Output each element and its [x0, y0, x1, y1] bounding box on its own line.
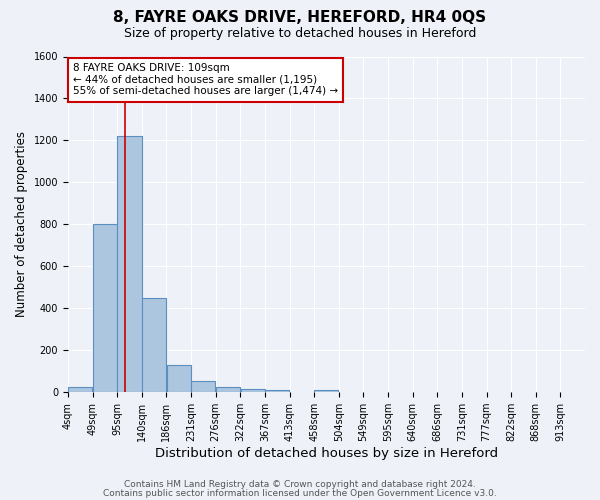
Text: 8 FAYRE OAKS DRIVE: 109sqm
← 44% of detached houses are smaller (1,195)
55% of s: 8 FAYRE OAKS DRIVE: 109sqm ← 44% of deta…	[73, 63, 338, 96]
Bar	[142, 298, 166, 392]
Text: Contains public sector information licensed under the Open Government Licence v3: Contains public sector information licen…	[103, 488, 497, 498]
Bar	[191, 380, 215, 392]
Text: 8, FAYRE OAKS DRIVE, HEREFORD, HR4 0QS: 8, FAYRE OAKS DRIVE, HEREFORD, HR4 0QS	[113, 10, 487, 25]
Bar	[241, 389, 265, 392]
Bar	[68, 387, 92, 392]
Bar	[93, 224, 117, 392]
Y-axis label: Number of detached properties: Number of detached properties	[15, 132, 28, 318]
Bar	[167, 365, 191, 392]
Bar	[314, 390, 338, 392]
Bar	[265, 390, 289, 392]
Text: Contains HM Land Registry data © Crown copyright and database right 2024.: Contains HM Land Registry data © Crown c…	[124, 480, 476, 489]
Text: Size of property relative to detached houses in Hereford: Size of property relative to detached ho…	[124, 28, 476, 40]
Bar	[118, 136, 142, 392]
Bar	[216, 387, 240, 392]
X-axis label: Distribution of detached houses by size in Hereford: Distribution of detached houses by size …	[155, 447, 498, 460]
